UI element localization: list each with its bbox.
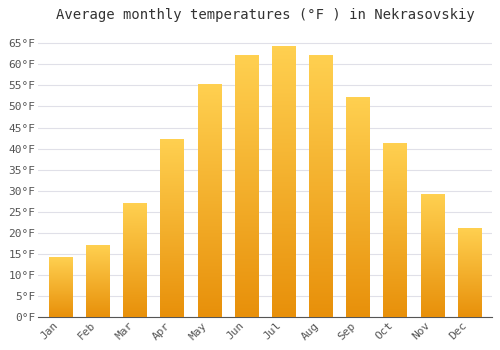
- Title: Average monthly temperatures (°F ) in Nekrasovskiy: Average monthly temperatures (°F ) in Ne…: [56, 8, 474, 22]
